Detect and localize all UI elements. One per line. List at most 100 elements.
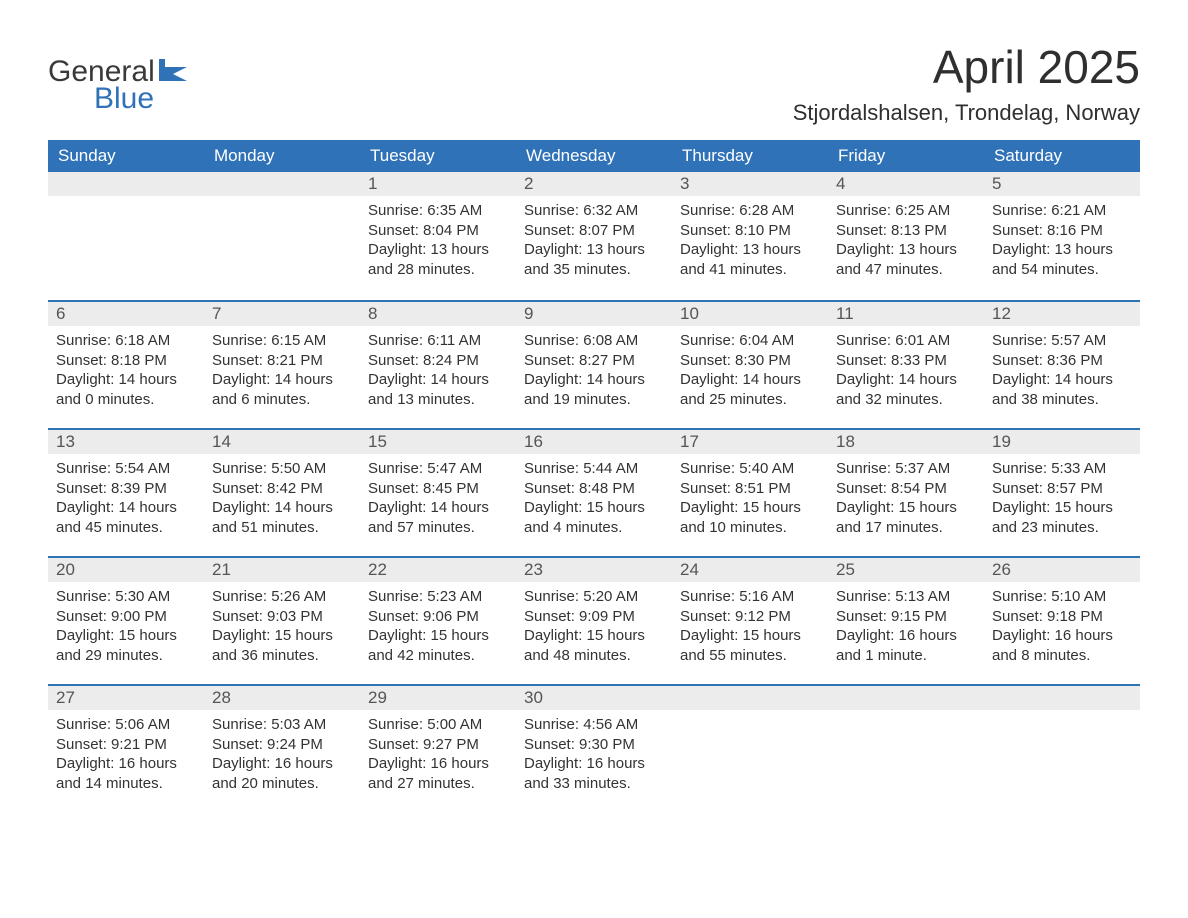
sunset-text: Sunset: 8:04 PM <box>368 221 508 241</box>
sunset-text: Sunset: 9:21 PM <box>56 735 196 755</box>
day-number: 28 <box>204 686 360 710</box>
day-body: Sunrise: 5:30 AMSunset: 9:00 PMDaylight:… <box>48 582 204 679</box>
daylight-text: Daylight: 13 hours and 28 minutes. <box>368 240 508 279</box>
day-cell <box>828 686 984 812</box>
week-row: 6Sunrise: 6:18 AMSunset: 8:18 PMDaylight… <box>48 300 1140 428</box>
daylight-text: Daylight: 15 hours and 4 minutes. <box>524 498 664 537</box>
daylight-text: Daylight: 13 hours and 41 minutes. <box>680 240 820 279</box>
day-number: 2 <box>516 172 672 196</box>
day-cell: 4Sunrise: 6:25 AMSunset: 8:13 PMDaylight… <box>828 172 984 300</box>
sunrise-text: Sunrise: 6:25 AM <box>836 201 976 221</box>
day-cell: 15Sunrise: 5:47 AMSunset: 8:45 PMDayligh… <box>360 430 516 556</box>
sunset-text: Sunset: 8:21 PM <box>212 351 352 371</box>
day-number: 11 <box>828 302 984 326</box>
day-body: Sunrise: 6:04 AMSunset: 8:30 PMDaylight:… <box>672 326 828 423</box>
day-number: 29 <box>360 686 516 710</box>
day-cell: 22Sunrise: 5:23 AMSunset: 9:06 PMDayligh… <box>360 558 516 684</box>
day-cell: 3Sunrise: 6:28 AMSunset: 8:10 PMDaylight… <box>672 172 828 300</box>
sunset-text: Sunset: 8:36 PM <box>992 351 1132 371</box>
sunrise-text: Sunrise: 4:56 AM <box>524 715 664 735</box>
day-number: 12 <box>984 302 1140 326</box>
day-number: 15 <box>360 430 516 454</box>
sunrise-text: Sunrise: 6:15 AM <box>212 331 352 351</box>
day-number: 10 <box>672 302 828 326</box>
sunrise-text: Sunrise: 5:20 AM <box>524 587 664 607</box>
sunrise-text: Sunrise: 6:21 AM <box>992 201 1132 221</box>
sunset-text: Sunset: 8:33 PM <box>836 351 976 371</box>
location: Stjordalshalsen, Trondelag, Norway <box>793 100 1140 126</box>
sunrise-text: Sunrise: 5:37 AM <box>836 459 976 479</box>
day-body: Sunrise: 6:08 AMSunset: 8:27 PMDaylight:… <box>516 326 672 423</box>
daylight-text: Daylight: 16 hours and 8 minutes. <box>992 626 1132 665</box>
week-row: 13Sunrise: 5:54 AMSunset: 8:39 PMDayligh… <box>48 428 1140 556</box>
sunset-text: Sunset: 9:00 PM <box>56 607 196 627</box>
day-body: Sunrise: 4:56 AMSunset: 9:30 PMDaylight:… <box>516 710 672 807</box>
week-row: 27Sunrise: 5:06 AMSunset: 9:21 PMDayligh… <box>48 684 1140 812</box>
sunrise-text: Sunrise: 5:50 AM <box>212 459 352 479</box>
dow-cell: Saturday <box>984 140 1140 172</box>
day-body: Sunrise: 5:16 AMSunset: 9:12 PMDaylight:… <box>672 582 828 679</box>
daylight-text: Daylight: 14 hours and 13 minutes. <box>368 370 508 409</box>
day-number: 18 <box>828 430 984 454</box>
daylight-text: Daylight: 15 hours and 48 minutes. <box>524 626 664 665</box>
daylight-text: Daylight: 14 hours and 25 minutes. <box>680 370 820 409</box>
sunset-text: Sunset: 9:03 PM <box>212 607 352 627</box>
day-body: Sunrise: 5:50 AMSunset: 8:42 PMDaylight:… <box>204 454 360 551</box>
day-cell: 11Sunrise: 6:01 AMSunset: 8:33 PMDayligh… <box>828 302 984 428</box>
day-body: Sunrise: 5:47 AMSunset: 8:45 PMDaylight:… <box>360 454 516 551</box>
logo-word2: Blue <box>94 85 187 112</box>
day-number: 4 <box>828 172 984 196</box>
day-cell: 20Sunrise: 5:30 AMSunset: 9:00 PMDayligh… <box>48 558 204 684</box>
day-body: Sunrise: 6:01 AMSunset: 8:33 PMDaylight:… <box>828 326 984 423</box>
sunset-text: Sunset: 8:16 PM <box>992 221 1132 241</box>
day-cell: 28Sunrise: 5:03 AMSunset: 9:24 PMDayligh… <box>204 686 360 812</box>
sunrise-text: Sunrise: 5:23 AM <box>368 587 508 607</box>
day-cell: 27Sunrise: 5:06 AMSunset: 9:21 PMDayligh… <box>48 686 204 812</box>
sunrise-text: Sunrise: 5:57 AM <box>992 331 1132 351</box>
sunrise-text: Sunrise: 6:01 AM <box>836 331 976 351</box>
day-cell: 23Sunrise: 5:20 AMSunset: 9:09 PMDayligh… <box>516 558 672 684</box>
sunrise-text: Sunrise: 5:33 AM <box>992 459 1132 479</box>
day-number: 17 <box>672 430 828 454</box>
day-number: 25 <box>828 558 984 582</box>
daylight-text: Daylight: 15 hours and 23 minutes. <box>992 498 1132 537</box>
day-body: Sunrise: 5:44 AMSunset: 8:48 PMDaylight:… <box>516 454 672 551</box>
daylight-text: Daylight: 15 hours and 10 minutes. <box>680 498 820 537</box>
week-row: 20Sunrise: 5:30 AMSunset: 9:00 PMDayligh… <box>48 556 1140 684</box>
sunset-text: Sunset: 8:27 PM <box>524 351 664 371</box>
daylight-text: Daylight: 15 hours and 42 minutes. <box>368 626 508 665</box>
day-number: 19 <box>984 430 1140 454</box>
sunrise-text: Sunrise: 6:18 AM <box>56 331 196 351</box>
sunset-text: Sunset: 9:15 PM <box>836 607 976 627</box>
day-body: Sunrise: 5:06 AMSunset: 9:21 PMDaylight:… <box>48 710 204 807</box>
day-body: Sunrise: 5:10 AMSunset: 9:18 PMDaylight:… <box>984 582 1140 679</box>
calendar: SundayMondayTuesdayWednesdayThursdayFrid… <box>48 140 1140 812</box>
sunset-text: Sunset: 8:13 PM <box>836 221 976 241</box>
daylight-text: Daylight: 14 hours and 32 minutes. <box>836 370 976 409</box>
title-block: April 2025 Stjordalshalsen, Trondelag, N… <box>793 40 1140 126</box>
daylight-text: Daylight: 15 hours and 36 minutes. <box>212 626 352 665</box>
day-body: Sunrise: 6:28 AMSunset: 8:10 PMDaylight:… <box>672 196 828 293</box>
day-body: Sunrise: 6:11 AMSunset: 8:24 PMDaylight:… <box>360 326 516 423</box>
sunset-text: Sunset: 8:54 PM <box>836 479 976 499</box>
day-cell: 13Sunrise: 5:54 AMSunset: 8:39 PMDayligh… <box>48 430 204 556</box>
day-number: 3 <box>672 172 828 196</box>
day-number: 13 <box>48 430 204 454</box>
daylight-text: Daylight: 13 hours and 54 minutes. <box>992 240 1132 279</box>
day-cell: 17Sunrise: 5:40 AMSunset: 8:51 PMDayligh… <box>672 430 828 556</box>
day-number <box>828 686 984 710</box>
day-cell <box>672 686 828 812</box>
day-body: Sunrise: 5:20 AMSunset: 9:09 PMDaylight:… <box>516 582 672 679</box>
month-title: April 2025 <box>793 40 1140 94</box>
sunset-text: Sunset: 8:10 PM <box>680 221 820 241</box>
day-cell: 26Sunrise: 5:10 AMSunset: 9:18 PMDayligh… <box>984 558 1140 684</box>
day-number: 9 <box>516 302 672 326</box>
daylight-text: Daylight: 16 hours and 1 minute. <box>836 626 976 665</box>
day-cell: 8Sunrise: 6:11 AMSunset: 8:24 PMDaylight… <box>360 302 516 428</box>
sunrise-text: Sunrise: 5:47 AM <box>368 459 508 479</box>
day-cell: 7Sunrise: 6:15 AMSunset: 8:21 PMDaylight… <box>204 302 360 428</box>
sunset-text: Sunset: 8:45 PM <box>368 479 508 499</box>
sunrise-text: Sunrise: 5:06 AM <box>56 715 196 735</box>
daylight-text: Daylight: 15 hours and 17 minutes. <box>836 498 976 537</box>
logo: General Blue <box>48 40 187 112</box>
